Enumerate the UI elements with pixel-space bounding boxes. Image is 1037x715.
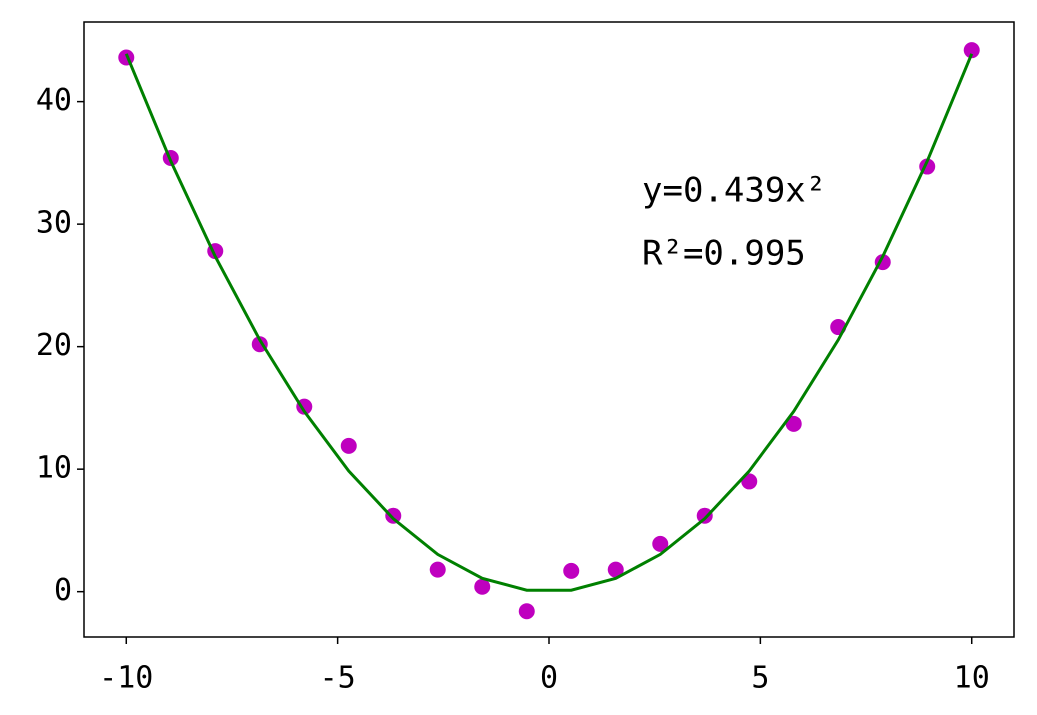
x-tick-label: 10 — [954, 661, 990, 696]
annotation: y=0.439x² — [642, 171, 826, 211]
point — [696, 507, 713, 524]
plot-frame — [83, 21, 1015, 638]
x-tick-label: 5 — [751, 661, 769, 696]
point — [518, 603, 535, 620]
y-tick-label: 40 — [36, 83, 72, 118]
point — [785, 415, 802, 432]
y-tick-label: 30 — [36, 206, 72, 241]
y-tick-label: 20 — [36, 328, 72, 363]
y-tick-label: 10 — [36, 451, 72, 486]
point — [474, 578, 491, 595]
point — [429, 561, 446, 578]
point — [340, 437, 357, 454]
point — [607, 561, 624, 578]
annotation: R²=0.995 — [642, 234, 806, 274]
x-tick-label: -5 — [320, 661, 356, 696]
point — [963, 42, 980, 59]
x-tick-label: -10 — [99, 661, 153, 696]
y-tick-label: 0 — [54, 573, 72, 608]
point — [385, 507, 402, 524]
x-tick-label: 0 — [540, 661, 558, 696]
fit-line — [124, 53, 974, 592]
point — [652, 535, 669, 552]
point — [563, 562, 580, 579]
